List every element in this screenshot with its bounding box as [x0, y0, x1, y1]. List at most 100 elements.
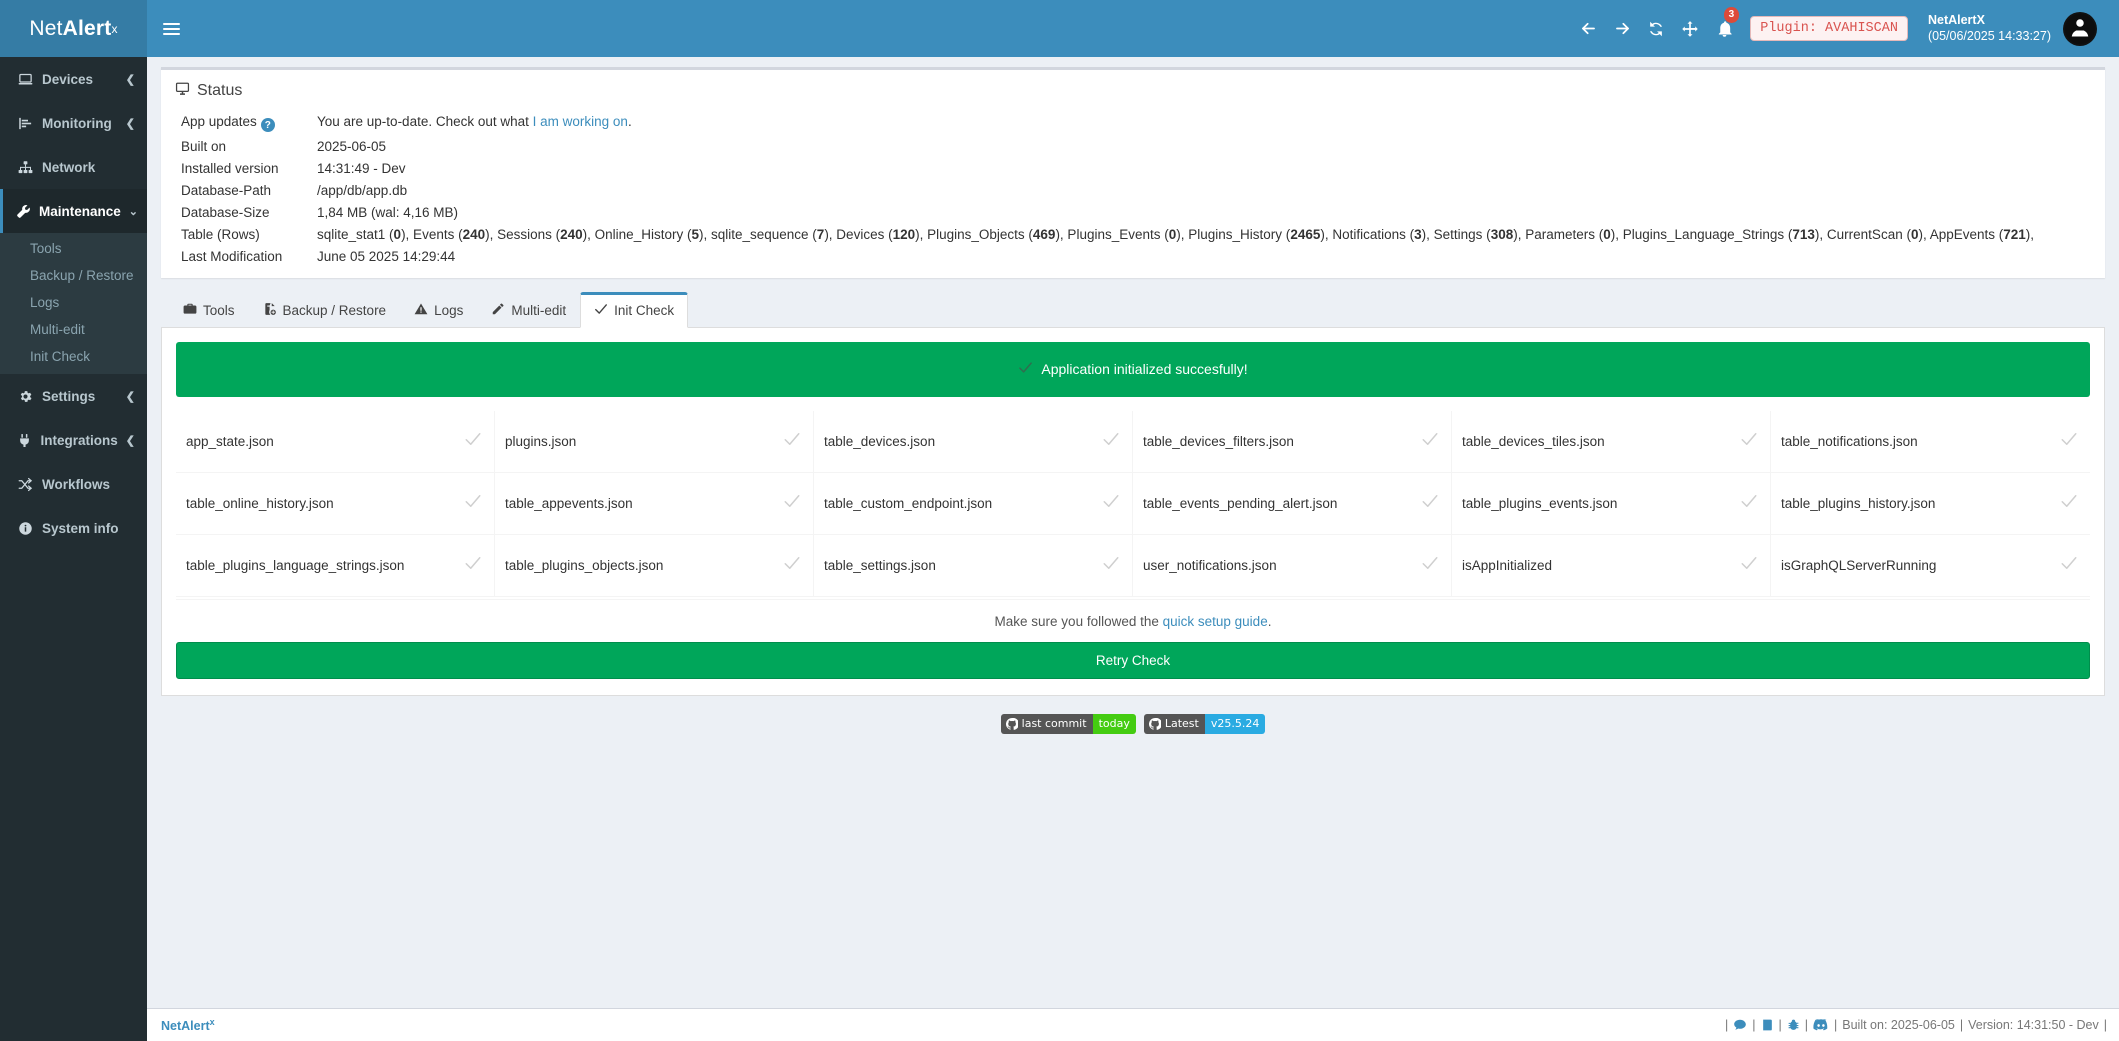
check-icon [464, 492, 482, 514]
init-check-item: table_devices_tiles.json [1452, 410, 1771, 473]
logo-superscript: x [111, 21, 118, 36]
sidebar-item-system-info[interactable]: System info [0, 506, 147, 550]
sidebar-subitem-backup-restore[interactable]: Backup / Restore [30, 268, 134, 283]
bell-icon[interactable]: 3 [1707, 0, 1741, 57]
sidebar-label-settings: Settings [42, 388, 96, 404]
init-check-grid: app_state.json plugins.json table_devices.… [176, 410, 2090, 597]
arrow-right-icon[interactable] [1605, 0, 1639, 57]
sidebar-submenu-maintenance: Tools Backup / Restore Logs Multi-edit I… [0, 233, 147, 374]
init-check-label: table_custom_endpoint.json [824, 495, 993, 511]
user-name: NetAlertX [1927, 12, 1985, 27]
navbar: 3 Plugin: AVAHISCAN NetAlertX (05/06/202… [147, 0, 2119, 57]
chevron-left-icon: ❮ [125, 390, 135, 403]
badge-latest-version[interactable]: Latest v25.5.24 [1143, 713, 1266, 734]
sitemap-icon [16, 160, 34, 175]
status-box: Status App updates? You are up-to-date. … [161, 67, 2105, 278]
chevron-down-icon: ⌄ [128, 205, 138, 218]
init-success-alert: Application initialized succesfully! [176, 341, 2090, 397]
arrow-left-icon[interactable] [1571, 0, 1605, 57]
check-icon [2060, 430, 2078, 452]
sidebar-item-monitoring[interactable]: Monitoring ❮ [0, 101, 147, 145]
check-icon [1740, 430, 1758, 452]
avatar[interactable] [2063, 11, 2097, 46]
status-value-last-modification: June 05 2025 14:29:44 [317, 249, 456, 264]
init-check-label: table_appevents.json [505, 495, 633, 511]
sidebar-item-maintenance[interactable]: Maintenance ⌄ [0, 189, 147, 233]
tab-list: Tools Backup / Restore Logs Multi-edit I… [161, 291, 2105, 328]
tab-init-check[interactable]: Init Check [580, 291, 689, 328]
init-check-item: table_plugins_language_strings.json [176, 534, 495, 597]
footer-version: Version: 14:31:50 - Dev [1968, 1018, 2099, 1032]
app-logo[interactable]: Net Alert x [0, 0, 147, 57]
footer-brand-sup: x [209, 1016, 215, 1027]
refresh-icon[interactable] [1639, 0, 1673, 57]
check-icon [783, 430, 801, 452]
move-icon[interactable] [1673, 0, 1707, 57]
badge-latest-value: v25.5.24 [1204, 713, 1266, 734]
sidebar-subitem-init-check[interactable]: Init Check [30, 349, 91, 364]
maintenance-tabs: Tools Backup / Restore Logs Multi-edit I… [161, 291, 2105, 696]
header-actions: 3 Plugin: AVAHISCAN NetAlertX (05/06/202… [1571, 0, 2109, 57]
sidebar-item-workflows[interactable]: Workflows [0, 462, 147, 506]
book-icon[interactable] [1761, 1018, 1774, 1032]
footer-built-on: Built on: 2025-06-05 [1842, 1018, 1955, 1032]
status-value-database-size: 1,84 MB (wal: 4,16 MB) [317, 205, 459, 220]
sidebar-item-devices[interactable]: Devices ❮ [0, 57, 147, 101]
pencil-icon [491, 302, 505, 319]
retry-check-button[interactable]: Retry Check [176, 641, 2090, 679]
hamburger-menu-icon [162, 20, 180, 38]
tab-label-init-check: Init Check [614, 302, 675, 318]
sidebar-subitem-tools[interactable]: Tools [30, 241, 62, 256]
discord-icon[interactable] [1813, 1018, 1829, 1032]
logo-thin: Net [29, 16, 63, 40]
sidebar-item-integrations[interactable]: Integrations ❮ [0, 418, 147, 462]
sidebar-item-network[interactable]: Network [0, 145, 147, 189]
sidebar-item-settings[interactable]: Settings ❮ [0, 374, 147, 418]
sidebar-label-network: Network [42, 159, 96, 175]
info-circle-icon [16, 521, 34, 536]
check-icon [1740, 492, 1758, 514]
sidebar-toggle-button[interactable] [147, 0, 195, 57]
sidebar: Devices ❮ Monitoring ❮ Network Maintenan… [0, 57, 147, 1041]
footer-brand-link[interactable]: NetAlertx [161, 1016, 215, 1033]
help-icon[interactable]: ? [260, 118, 275, 132]
init-check-item: table_notifications.json [1771, 411, 2090, 473]
check-icon [783, 492, 801, 514]
init-check-panel: Application initialized succesfully! app… [161, 327, 2105, 696]
check-icon [464, 554, 482, 576]
sidebar-subitem-logs[interactable]: Logs [30, 295, 60, 310]
check-icon [2060, 492, 2078, 514]
status-value-table-rows: sqlite_stat1 (0), Events (240), Sessions… [317, 227, 2035, 242]
status-key-app-updates: App updates? [175, 110, 315, 136]
init-check-label: table_settings.json [824, 557, 936, 573]
sidebar-label-monitoring: Monitoring [42, 115, 112, 131]
plugin-status-chip[interactable]: Plugin: AVAHISCAN [1750, 16, 1908, 41]
table-row: Table (Rows) sqlite_stat1 (0), Events (2… [175, 224, 2091, 246]
check-icon [1102, 430, 1120, 452]
comment-icon[interactable] [1733, 1018, 1747, 1032]
footer-separator: | [1725, 1018, 1729, 1032]
status-key-database-size: Database-Size [181, 205, 270, 220]
tab-multi-edit[interactable]: Multi-edit [477, 292, 580, 328]
user-info[interactable]: NetAlertX (05/06/2025 14:33:27) [1928, 13, 2063, 44]
check-icon [1102, 492, 1120, 514]
footer: NetAlertx | | | | | Built on: 2025-06-05… [147, 1008, 2119, 1041]
table-row: App updates? You are up-to-date. Check o… [175, 110, 2091, 136]
table-row: Installed version 14:31:49 - Dev [175, 158, 2091, 180]
init-check-item: table_devices_filters.json [1133, 410, 1452, 473]
quick-setup-guide-link[interactable]: quick setup guide [1162, 613, 1268, 629]
init-check-label: table_online_history.json [186, 495, 334, 511]
working-on-link[interactable]: I am working on [532, 113, 628, 129]
badge-last-commit[interactable]: last commit today [1000, 713, 1136, 734]
tab-tools[interactable]: Tools [169, 292, 249, 328]
tab-logs[interactable]: Logs [400, 292, 477, 328]
sidebar-label-integrations: Integrations [40, 432, 118, 448]
plug-icon [16, 433, 33, 448]
bug-icon[interactable] [1787, 1018, 1800, 1032]
footer-separator: | [1752, 1018, 1756, 1032]
status-box-header: Status [161, 70, 2105, 110]
init-check-item: table_appevents.json [495, 472, 814, 535]
tab-label-multi-edit: Multi-edit [511, 302, 567, 318]
sidebar-subitem-multi-edit[interactable]: Multi-edit [30, 322, 85, 337]
tab-backup-restore[interactable]: Backup / Restore [249, 292, 401, 328]
